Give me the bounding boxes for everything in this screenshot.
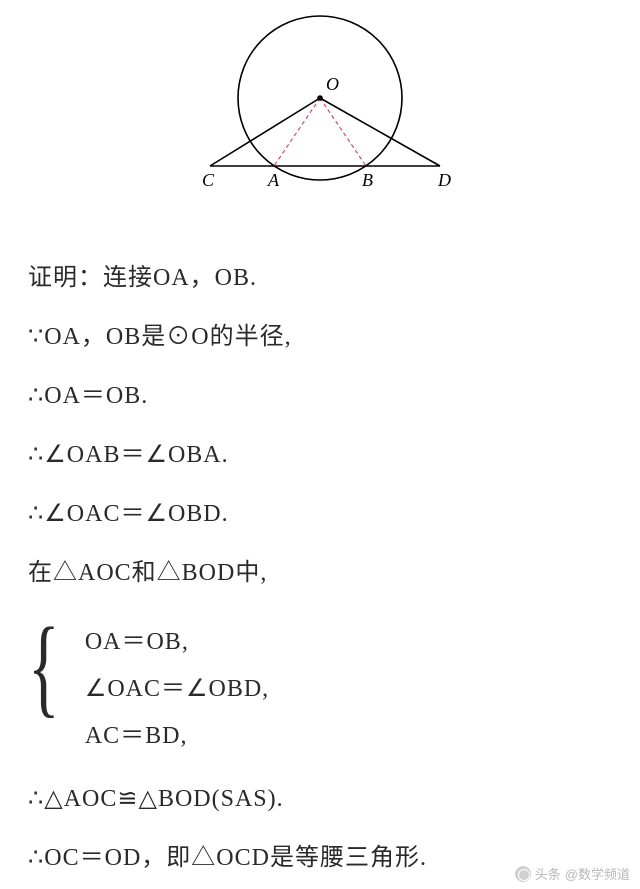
proof-line-5: ∴∠OAC＝∠OBD. [28, 493, 612, 528]
proof-line-3: ∴OA＝OB. [28, 375, 612, 410]
left-brace-icon: { [28, 611, 60, 760]
svg-text:B: B [362, 170, 373, 190]
brace-line-2: ∠OAC＝∠OBD, [85, 668, 269, 703]
svg-text:D: D [437, 170, 451, 190]
proof-line-4: ∴∠OAB＝∠OBA. [28, 434, 612, 469]
brace-items: OA＝OB, ∠OAC＝∠OBD, AC＝BD, [85, 611, 269, 760]
brace-line-3: AC＝BD, [85, 715, 269, 750]
proof-line-1: 证明：连接OA，OB. [28, 257, 612, 292]
svg-text:A: A [267, 170, 280, 190]
svg-text:C: C [202, 170, 215, 190]
svg-text:O: O [326, 74, 339, 94]
equation-system: { OA＝OB, ∠OAC＝∠OBD, AC＝BD, [28, 611, 612, 760]
proof-line-2: ∵OA，OB是⊙O的半径, [28, 316, 612, 351]
geometry-diagram: O C A B D [0, 0, 640, 223]
watermark-left: 头条 [535, 864, 561, 883]
proof-line-7: ∴△AOC≌△BOD(SAS). [28, 784, 612, 813]
watermark: 头条 @数学频道 [515, 864, 630, 883]
proof-line-6: 在△AOC和△BOD中, [28, 552, 612, 587]
brace-line-1: OA＝OB, [85, 621, 269, 656]
diagram-svg: O C A B D [160, 8, 480, 218]
watermark-right: @数学频道 [565, 864, 630, 883]
proof-body: 证明：连接OA，OB. ∵OA，OB是⊙O的半径, ∴OA＝OB. ∴∠OAB＝… [0, 223, 640, 872]
watermark-logo-icon [515, 866, 531, 882]
